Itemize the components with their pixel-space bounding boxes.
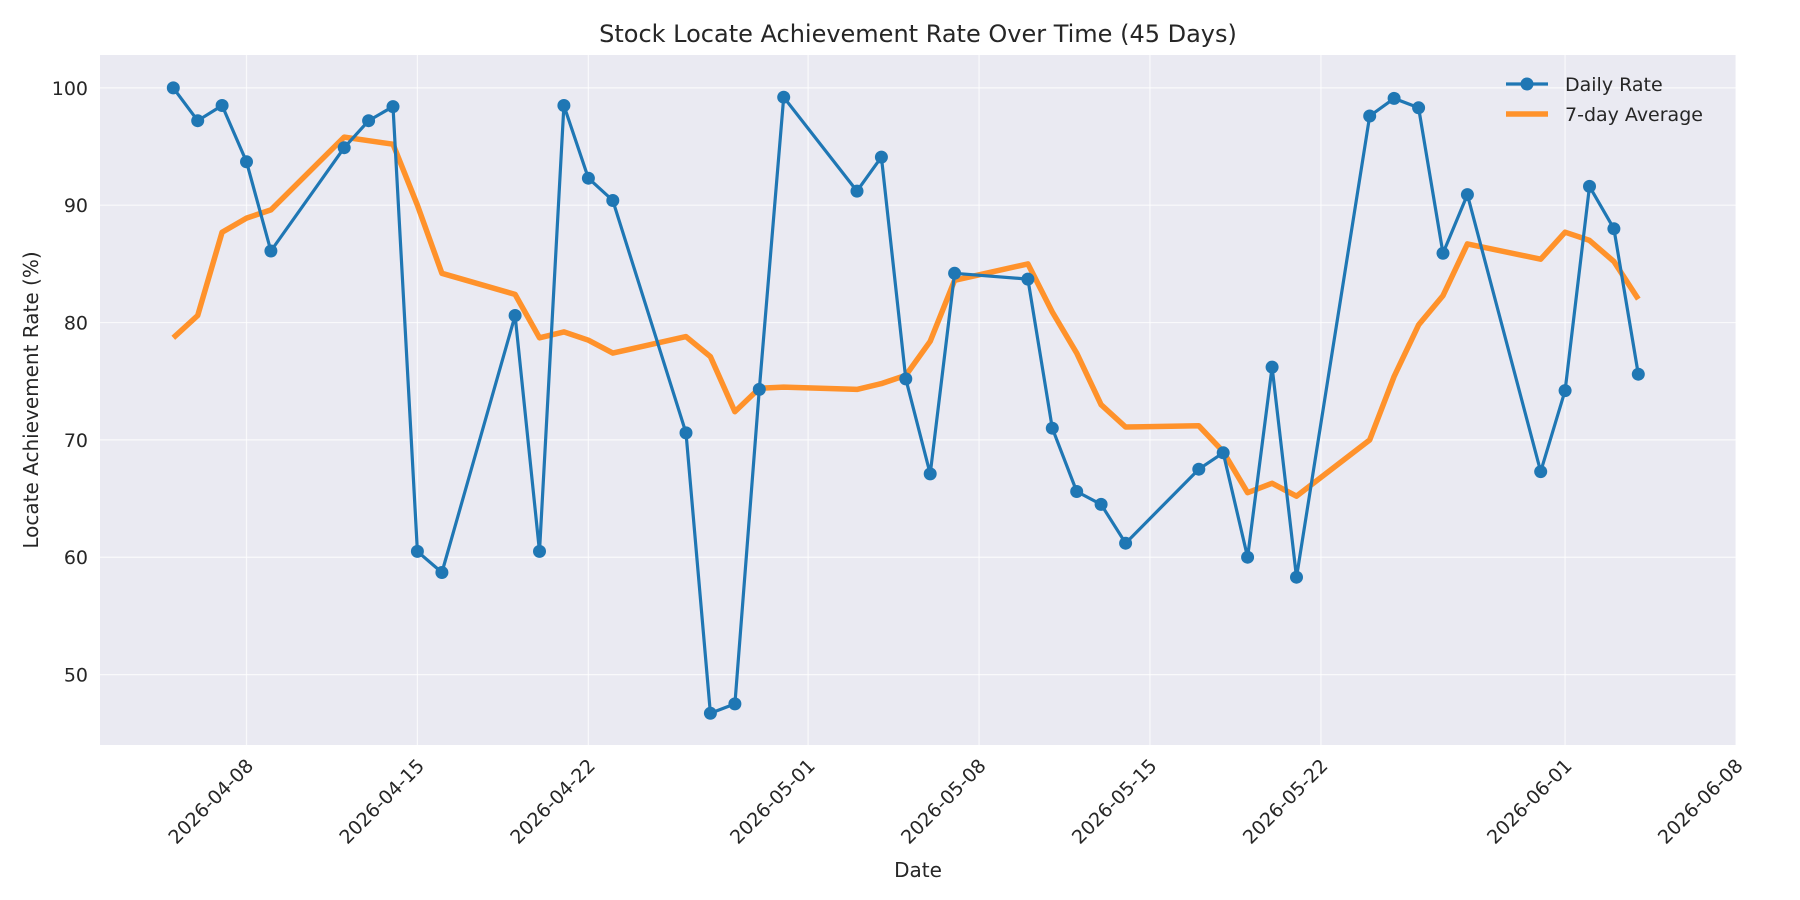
daily-point [1119,536,1133,550]
x-tick-label: 2026-06-01 [1483,755,1577,849]
daily-point [679,426,693,440]
daily-point [1363,109,1377,123]
daily-point [386,100,400,114]
daily-point [533,544,546,558]
y-tick-label: 90 [64,195,88,217]
daily-point [1021,272,1035,286]
x-tick-label: 2026-05-01 [726,755,820,849]
chart-title: Stock Locate Achievement Rate Over Time … [599,20,1237,48]
daily-point [1290,570,1303,584]
daily-point [728,697,742,711]
daily-point [777,90,791,104]
y-tick-label: 50 [64,665,88,687]
daily-point [264,244,278,258]
daily-point [1583,179,1596,193]
x-tick-label: 2026-04-15 [335,755,429,849]
daily-point [606,194,620,207]
daily-point [1534,465,1548,479]
daily-point [899,372,913,386]
x-axis-label: Date [894,858,942,882]
daily-point [1460,188,1474,202]
daily-point [1045,421,1059,435]
daily-point [1216,446,1230,460]
daily-point [581,171,595,185]
daily-point [1265,360,1279,374]
y-tick-label: 100 [52,78,88,100]
daily-point [1412,101,1426,115]
daily-point [435,566,449,579]
daily-point [1241,550,1255,564]
daily-point [1436,246,1450,260]
legend: Daily Rate 7-day Average [1506,74,1703,126]
daily-point [1070,485,1084,498]
daily-point [1558,384,1572,398]
daily-point [1631,367,1645,381]
series [166,81,1645,720]
x-tick-label: 2026-04-22 [506,755,600,849]
y-tick-label: 80 [64,313,88,335]
daily-point [703,706,717,720]
daily-point [557,99,571,112]
legend-average-label: 7-day Average [1565,104,1703,126]
daily-point [1387,91,1401,105]
daily-point [240,155,253,169]
y-axis-label: Locate Achievement Rate (%) [19,251,43,548]
daily-point [508,309,522,322]
daily-point [874,150,888,164]
x-tick-label: 2026-05-08 [897,755,991,849]
daily-point [410,544,424,558]
daily-point [362,114,376,128]
daily-point [850,184,864,198]
daily-point [166,81,180,95]
daily-point [337,141,351,155]
daily-point [215,99,229,112]
legend-daily-marker [1520,77,1534,91]
x-tick-label: 2026-04-08 [164,755,258,849]
plot-background [100,55,1736,745]
x-tick-label: 2026-06-08 [1654,755,1748,849]
daily-point [923,467,937,481]
daily-point [191,114,205,128]
y-tick-label: 60 [64,547,88,569]
daily-point [1094,497,1108,511]
daily-point [948,266,962,280]
daily-point [1192,462,1206,476]
y-tick-label: 70 [64,430,88,452]
x-tick-label: 2026-05-15 [1068,755,1162,849]
daily-point [1607,222,1621,236]
x-tick-label: 2026-05-22 [1239,755,1333,849]
grid [100,55,1737,745]
daily-point [752,382,766,396]
legend-daily-label: Daily Rate [1565,74,1663,96]
